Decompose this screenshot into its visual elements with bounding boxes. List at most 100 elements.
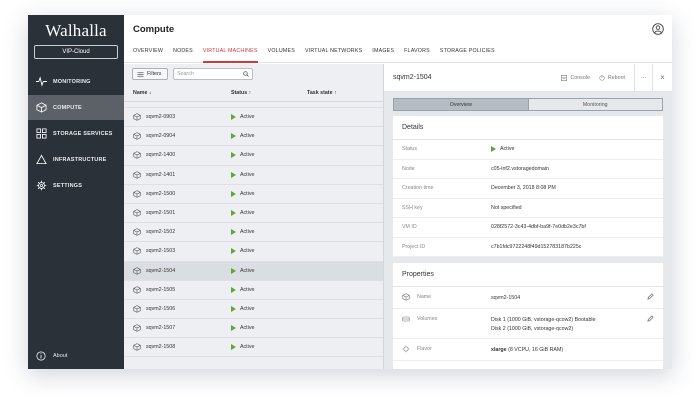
table-row[interactable]: sqvm2-1508 Active [124, 338, 383, 358]
filters-button[interactable]: Filters [132, 68, 168, 80]
sidebar-item-infrastructure[interactable]: INFRASTRUCTURE [28, 147, 124, 172]
active-status-icon [231, 171, 236, 178]
tab-overview[interactable]: OVERVIEW [133, 48, 164, 54]
reboot-icon [599, 74, 605, 81]
details-title: Details [393, 116, 663, 140]
table-row[interactable]: sqvm2-0904 Active [124, 127, 383, 147]
table-row[interactable]: sqvm2-0903 Active [124, 108, 383, 128]
cube-icon [133, 247, 141, 256]
vm-name: sqvm2-0904 [146, 133, 176, 140]
volume-line-2: Disk 2 (1000 GiB, vstorage-qcow2) [491, 326, 574, 332]
table-row[interactable]: sqvm2-1502 Active [124, 223, 383, 243]
vm-name: sqvm2-1508 [146, 344, 176, 351]
table-row[interactable]: sqvm2-1507 Active [124, 319, 383, 339]
sidebar-item-settings[interactable]: SETTINGS [28, 173, 124, 198]
cube-icon [133, 343, 141, 352]
table-row[interactable]: sqvm2-1503 Active [124, 242, 383, 262]
page-header: Compute [124, 15, 672, 43]
triangle-icon [35, 154, 47, 166]
vm-status: Active [240, 286, 255, 293]
property-key: Name [417, 294, 432, 300]
vm-rows: sqvm2-0903 Active sqvm2-0904 Active sqvm2-14… [124, 102, 383, 358]
sidebar: Walhalla VIP-Cloud MONITORING COMPUTE ST… [28, 15, 124, 369]
console-button[interactable]: Console [561, 75, 590, 81]
property-value: Disk 1 (1000 GiB, vstorage-qcow2) Bootab… [491, 309, 596, 334]
about-link[interactable]: About [35, 350, 67, 362]
gear-icon [35, 180, 47, 192]
main-area: Compute OVERVIEW NODES VIRTUAL MACHINES … [124, 15, 672, 369]
cube-icon [133, 113, 141, 121]
partial-row [124, 102, 383, 108]
cube-icon [133, 190, 141, 198]
tab-bar: OVERVIEW NODES VIRTUAL MACHINES VOLUMES … [124, 43, 672, 63]
vm-name: sqvm2-0903 [146, 114, 176, 121]
more-menu-button[interactable]: ··· [634, 63, 652, 92]
property-flavor: Flavor xlarge (8 VCPU, 16 GiB RAM) [393, 339, 663, 361]
tab-volumes[interactable]: VOLUMES [267, 48, 295, 54]
vm-name: sqvm2-1503 [146, 248, 176, 255]
vm-status-cell: Active [231, 248, 307, 255]
edit-name-icon[interactable] [647, 293, 654, 300]
vm-name: sqvm2-1507 [146, 325, 176, 332]
sidebar-item-monitoring[interactable]: MONITORING [28, 69, 124, 94]
table-row[interactable]: sqvm2-1504 Active [124, 261, 383, 281]
column-name[interactable]: Name ↓ [133, 89, 152, 96]
sidebar-item-compute[interactable]: COMPUTE [28, 95, 124, 120]
cube-icon [133, 286, 141, 294]
property-name: Name sqvm2-1504 [393, 287, 663, 309]
tab-overview-detail[interactable]: Overview [394, 99, 528, 110]
active-status-icon [231, 210, 236, 217]
user-icon[interactable] [652, 23, 664, 35]
vm-name-cell: sqvm2-1502 [124, 228, 231, 236]
search-placeholder: Search [177, 71, 194, 77]
column-status[interactable]: Status ↑ [231, 89, 252, 96]
detail-title: sqvm2-1504 [393, 74, 432, 81]
close-icon[interactable]: × [652, 63, 672, 92]
property-value: xlarge (8 VCPU, 16 GiB RAM) [491, 339, 563, 355]
cube-icon [133, 266, 141, 275]
table-row[interactable]: sqvm2-1401 Active [124, 166, 383, 185]
edit-volumes-icon[interactable] [647, 315, 654, 322]
active-status-icon [231, 344, 236, 351]
vm-name: sqvm2-1500 [146, 190, 176, 197]
table-row[interactable]: sqvm2-1400 Active [124, 146, 383, 166]
vm-name-cell: sqvm2-1505 [124, 286, 231, 294]
column-task-state[interactable]: Task state ↑ [307, 89, 337, 96]
tab-virtual-networks[interactable]: VIRTUAL NETWORKS [304, 48, 363, 54]
info-icon [35, 350, 47, 362]
tab-images[interactable]: IMAGES [372, 48, 395, 54]
flavor-icon [402, 345, 410, 353]
cube-icon [133, 324, 141, 332]
cloud-selector[interactable]: VIP-Cloud [34, 45, 118, 59]
tab-monitoring-detail[interactable]: Monitoring [527, 99, 662, 110]
sidebar-item-label: SETTINGS [53, 182, 83, 189]
volume-line-1: Disk 1 (1000 GiB, vstorage-qcow2) Bootab… [491, 317, 596, 323]
detail-header: sqvm2-1504 Console Reboot ··· × [384, 63, 672, 92]
filter-icon [137, 71, 144, 77]
tab-flavors[interactable]: FLAVORS [404, 48, 430, 54]
sidebar-nav: MONITORING COMPUTE STORAGE SERVICES INFR… [28, 69, 124, 198]
detail-key: Creation time [402, 185, 434, 192]
table-header: Name ↓ Status ↑ Task state ↑ [124, 84, 383, 102]
detail-row-status: Status Active [393, 140, 663, 160]
disk-icon [402, 316, 410, 322]
vm-status-cell: Active [231, 229, 307, 236]
tab-storage-policies[interactable]: STORAGE POLICIES [439, 48, 495, 54]
vm-name-cell: sqvm2-1501 [124, 209, 231, 217]
vm-name-cell: sqvm2-1500 [124, 190, 231, 198]
vm-status: Active [240, 305, 255, 312]
table-row[interactable]: sqvm2-1505 Active [124, 281, 383, 300]
table-row[interactable]: sqvm2-1506 Active [124, 300, 383, 320]
sidebar-item-storage-services[interactable]: STORAGE SERVICES [28, 121, 124, 146]
reboot-button[interactable]: Reboot [599, 75, 625, 81]
detail-value: December 3, 2018 8:08 PM [491, 185, 556, 192]
flavor-name: xlarge [491, 347, 507, 353]
tab-virtual-machines[interactable]: VIRTUAL MACHINES [202, 43, 258, 63]
vm-status-cell: Active [231, 210, 307, 217]
table-row[interactable]: sqvm2-1501 Active [124, 204, 383, 224]
vm-name: sqvm2-1401 [146, 171, 176, 178]
search-input[interactable]: Search [173, 68, 253, 80]
vm-name-cell: sqvm2-1507 [124, 324, 231, 332]
tab-nodes[interactable]: NODES [173, 48, 193, 54]
table-row[interactable]: sqvm2-1500 Active [124, 185, 383, 204]
